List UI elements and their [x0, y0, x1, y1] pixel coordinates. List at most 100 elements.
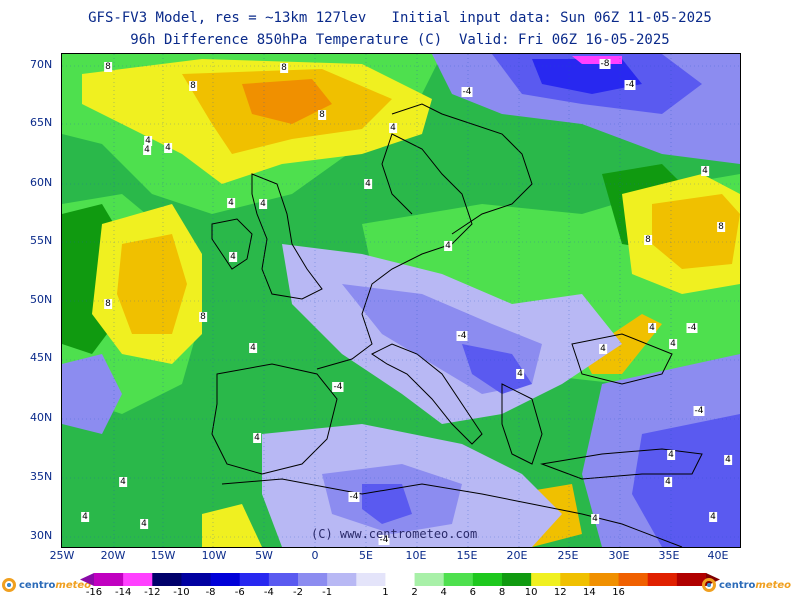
contour-value-label: 4: [669, 339, 677, 349]
color-scale-swatch: [239, 573, 270, 586]
contour-value-label: 4: [140, 519, 148, 529]
map-title-line1: GFS-FV3 Model, res = ~13km 127lev Initia…: [88, 10, 712, 26]
color-scale-swatch: [647, 573, 678, 586]
color-scale-tick-label: -6: [234, 587, 245, 598]
warm-core-biscay: [117, 234, 187, 334]
contour-value-label: 4: [364, 179, 372, 189]
contour-value-label: 4: [227, 198, 235, 208]
color-scale-swatch: [123, 573, 153, 586]
warm-anomaly-morocco: [202, 504, 262, 547]
color-scale-swatch: [94, 573, 124, 586]
contour-value-label: 4: [701, 166, 709, 176]
warm-core-russia: [652, 194, 740, 269]
contour-value-label: 4: [119, 477, 127, 487]
contour-value-label: 4: [724, 455, 732, 465]
contour-value-label: -4: [456, 331, 468, 341]
color-scale-tick-label: 16: [612, 587, 625, 598]
contour-value-label: 4: [599, 344, 607, 354]
lon-tick-label: 25E: [557, 549, 579, 562]
color-scale-tick-label: -2: [293, 587, 303, 598]
coast-greece: [501, 383, 543, 465]
logo-word-2: meteo: [55, 579, 92, 591]
color-scale-tick-label: 4: [440, 587, 447, 598]
contour-value-label: 4: [516, 369, 524, 379]
color-scale-swatch: [298, 573, 328, 586]
lat-tick-label: 45N: [30, 351, 53, 364]
coast-black-sea: [571, 333, 673, 385]
contour-value-label: 4: [249, 343, 257, 353]
color-scale-tick-label: 8: [498, 587, 506, 598]
color-scale-swatch: [560, 573, 590, 586]
color-scale-tick-label: -8: [205, 587, 216, 598]
color-scale-bar: [80, 573, 720, 586]
centrometeo-logo-left[interactable]: centro meteo: [2, 575, 91, 595]
coast-iberia: [211, 363, 338, 475]
contour-value-label: -4: [686, 323, 698, 333]
contour-value-label: -8: [599, 59, 611, 69]
lon-tick-label: 5W: [255, 549, 273, 562]
contour-value-label: -4: [461, 87, 473, 97]
color-scale-swatch: [268, 573, 299, 586]
color-scale-swatch: [531, 573, 561, 586]
contour-value-label: 4: [664, 477, 672, 487]
lon-tick-label: 40E: [707, 549, 729, 562]
contour-value-label: 8: [104, 299, 112, 309]
contour-value-label: 8: [717, 222, 725, 232]
contour-value-label: -4: [332, 382, 344, 392]
lon-tick-label: 15W: [150, 549, 176, 562]
contour-value-label: 4: [164, 143, 172, 153]
contour-value-label: 8: [199, 312, 207, 322]
contour-value-label: 4: [591, 514, 599, 524]
map-panel: 8 8 8 8 4 4 -8 -4 -4 4 4 4 4 8 8 4 4 8 8 4 4 -4 4 4 4 4 4 -4 4 -4 4 4 -4…: [61, 53, 741, 548]
color-scale-swatch: [356, 573, 386, 586]
contour-value-label: -4: [624, 80, 636, 90]
coast-scandinavia: [391, 103, 533, 235]
color-scale-tick-label: -14: [114, 587, 132, 598]
lat-tick-label: 60N: [30, 176, 53, 189]
logo-word-1: centro: [19, 579, 56, 591]
color-scale-swatch: [676, 573, 707, 586]
lon-tick-label: 15E: [456, 549, 478, 562]
lon-tick-label: 10W: [201, 549, 227, 562]
color-scale-tick-label: -16: [85, 587, 103, 598]
color-scale-tick-label: -1: [322, 587, 333, 598]
color-scale-arrow-low: [80, 573, 94, 586]
cool-anomaly-atlantic-west: [62, 354, 122, 434]
color-scale-swatch: [181, 573, 212, 586]
lon-tick-label: 0: [311, 549, 319, 562]
color-scale-swatch: [210, 573, 241, 586]
logo-word-2: meteo: [755, 579, 792, 591]
contour-value-label: 8: [644, 235, 652, 245]
contour-value-label: 4: [253, 433, 261, 443]
contour-value-label: -4: [348, 492, 360, 502]
coast-turkey: [540, 448, 703, 480]
contour-value-label: -4: [378, 535, 390, 545]
color-scale-tick-label: -10: [173, 587, 190, 598]
logo-ring-icon: [702, 578, 716, 592]
warm-max-north-atlantic: [242, 79, 332, 124]
color-scale-tick-label: 2: [411, 587, 418, 598]
lat-tick-label: 35N: [30, 470, 53, 483]
lon-tick-label: 30E: [608, 549, 630, 562]
lon-tick-label: 10E: [405, 549, 427, 562]
color-scale-swatch: [502, 573, 532, 586]
logo-word-1: centro: [719, 579, 756, 591]
contour-value-label: 8: [189, 81, 197, 91]
coast-north-africa: [221, 478, 683, 547]
contour-value-label: 8: [104, 62, 112, 72]
lon-tick-label: 25W: [49, 549, 75, 562]
coastlines: [211, 103, 703, 547]
lat-tick-label: 70N: [30, 58, 53, 71]
color-scale-swatch: [327, 573, 357, 586]
cool-max-north-africa: [362, 484, 412, 524]
contour-value-label: 8: [280, 63, 288, 73]
contour-value-label: 4: [444, 241, 452, 251]
color-scale-swatch: [443, 573, 474, 586]
lon-tick-label: 20W: [100, 549, 126, 562]
centrometeo-logo-right[interactable]: centro meteo: [702, 575, 791, 595]
contour-value-label: 4: [81, 512, 89, 522]
lat-tick-label: 40N: [30, 411, 53, 424]
lat-tick-label: 55N: [30, 234, 53, 247]
color-scale-swatch: [472, 573, 503, 586]
color-scale-tick-label: 10: [524, 587, 538, 598]
